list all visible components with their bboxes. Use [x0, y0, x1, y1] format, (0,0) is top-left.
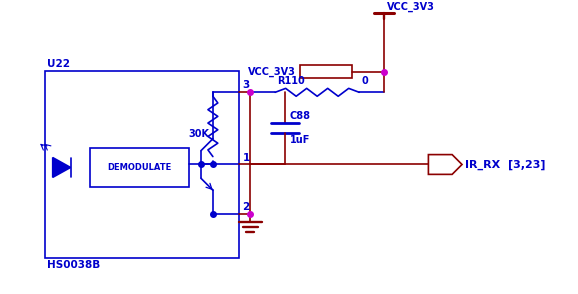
Text: HS0038B: HS0038B: [47, 260, 100, 270]
Text: IR_RX  [3,23]: IR_RX [3,23]: [465, 159, 546, 170]
Text: VCC_3V3: VCC_3V3: [248, 66, 296, 77]
Polygon shape: [53, 158, 71, 177]
Bar: [45, 71, 239, 258]
Text: R110: R110: [277, 76, 305, 86]
Text: C88: C88: [290, 111, 311, 121]
Text: 3: 3: [243, 80, 250, 90]
Text: 30K: 30K: [188, 129, 209, 139]
Text: U22: U22: [47, 59, 70, 69]
Text: DEMODULATE: DEMODULATE: [108, 163, 172, 172]
Text: 2: 2: [243, 202, 250, 212]
Bar: [300, 65, 352, 78]
Text: 1uF: 1uF: [290, 135, 310, 145]
Text: VCC_3V3: VCC_3V3: [387, 2, 435, 12]
Text: 0: 0: [361, 76, 368, 86]
Bar: [90, 148, 189, 187]
Text: 1: 1: [243, 153, 250, 163]
